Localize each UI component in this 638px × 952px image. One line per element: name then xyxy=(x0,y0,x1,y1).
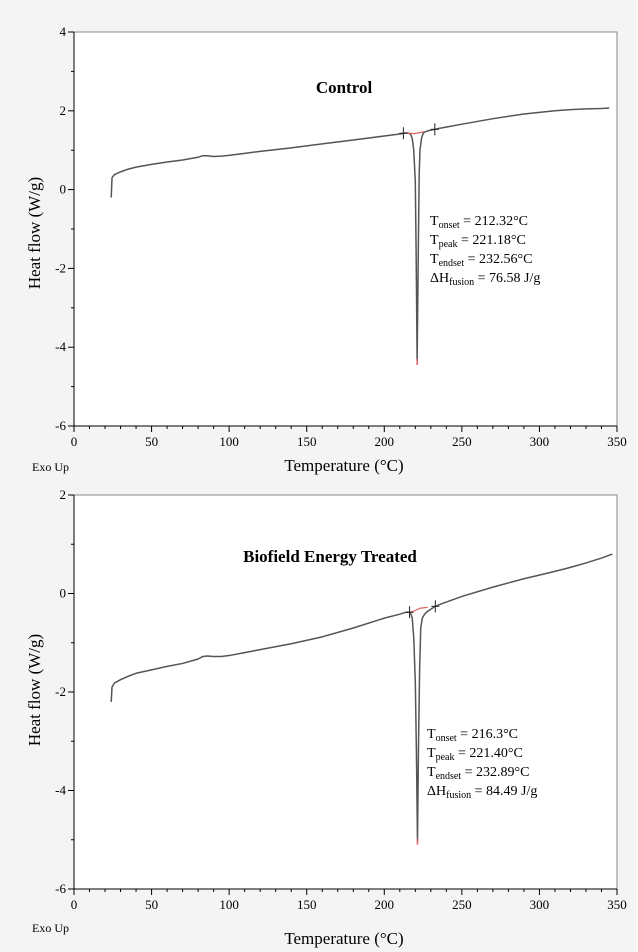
control-curve-layer xyxy=(110,107,610,365)
biofield-y-tick-label: 0 xyxy=(60,586,67,601)
control-plot-area xyxy=(73,31,618,427)
biofield-annotation-peak: Tpeak = 221.40°C xyxy=(427,746,523,763)
biofield-x-tick-label: 300 xyxy=(530,897,550,912)
biofield-x-axis-label: Temperature (°C) xyxy=(284,929,403,948)
biofield-annotations: Tonset = 216.3°C Tpeak = 221.40°C Tendset … xyxy=(427,727,537,801)
control-x-tick-label: 350 xyxy=(607,434,627,449)
biofield-x-tick-label: 350 xyxy=(607,897,627,912)
biofield-plot-area xyxy=(73,494,618,890)
control-annotation-onset: Tonset = 212.32°C xyxy=(430,214,528,231)
biofield-y-tick-label: -6 xyxy=(55,881,66,896)
control-x-tick-label: 300 xyxy=(530,434,550,449)
biofield-annotation-fusion: ΔHfusion = 84.49 J/g xyxy=(427,784,537,801)
control-x-tick-label: 150 xyxy=(297,434,317,449)
control-chart-title: Control xyxy=(316,78,373,97)
control-x-axis-label: Temperature (°C) xyxy=(284,456,403,475)
control-y-tick-label: -2 xyxy=(55,260,66,275)
biofield-y-axis-label: Heat flow (W/g) xyxy=(25,634,44,746)
control-ticks xyxy=(68,31,618,432)
biofield-exo-up-label: Exo Up xyxy=(32,921,69,935)
control-integration-baseline xyxy=(405,131,425,135)
control-annotations: Tonset = 212.32°C Tpeak = 221.18°C Tendset… xyxy=(430,214,540,288)
control-chart: 420-2-4-6 0 50 100 150 200 250 300 350 Control … xyxy=(25,24,627,475)
control-y-tick-label: 0 xyxy=(60,182,67,197)
biofield-x-tick-label: 50 xyxy=(145,897,158,912)
control-x-tick-label: 200 xyxy=(375,434,395,449)
biofield-x-tick-label: 100 xyxy=(219,897,239,912)
biofield-x-tick-label: 0 xyxy=(71,897,78,912)
control-annotation-peak: Tpeak = 221.18°C xyxy=(430,233,526,250)
control-annotation-endset: Tendset = 232.56°C xyxy=(430,252,532,269)
control-x-tick-label: 250 xyxy=(452,434,472,449)
biofield-annotation-endset: Tendset = 232.89°C xyxy=(427,765,529,782)
biofield-y-tick-label: -4 xyxy=(55,783,66,798)
biofield-x-tick-labels: 0 50 100 150 200 250 300 350 xyxy=(71,897,627,912)
control-x-tick-label: 50 xyxy=(145,434,158,449)
control-y-tick-labels: 4 2 0 -2 -4 -6 xyxy=(55,24,66,433)
control-y-tick-label: 2 xyxy=(60,103,67,118)
biofield-x-tick-label: 250 xyxy=(452,897,472,912)
control-x-tick-label: 100 xyxy=(219,434,239,449)
biofield-curve-layer xyxy=(110,553,613,845)
biofield-y-tick-label: -2 xyxy=(55,684,66,699)
biofield-x-tick-label: 150 xyxy=(297,897,317,912)
biofield-y-tick-labels: 2 0 -2 -4 -6 xyxy=(55,487,66,896)
control-x-tick-labels: 0 50 100 150 200 250 300 350 xyxy=(71,434,627,449)
biofield-x-tick-label: 200 xyxy=(375,897,395,912)
biofield-y-tick-label: 2 xyxy=(60,487,67,502)
control-x-tick-label: 0 xyxy=(71,434,78,449)
control-y-tick-label: 4 xyxy=(60,24,67,39)
control-exo-up-label: Exo Up xyxy=(32,460,69,474)
biofield-chart-title: Biofield Energy Treated xyxy=(243,547,417,566)
control-y-tick-label: -6 xyxy=(55,418,66,433)
control-y-tick-label: -4 xyxy=(55,339,66,354)
biofield-ticks xyxy=(68,494,618,895)
biofield-chart: 2 0 -2 -4 -6 0 50 100 150 200 250 300 350 Biofield … xyxy=(25,487,627,948)
biofield-annotation-onset: Tonset = 216.3°C xyxy=(427,727,518,744)
control-annotation-fusion: ΔHfusion = 76.58 J/g xyxy=(430,271,540,288)
control-y-axis-label: Heat flow (W/g) xyxy=(25,177,44,289)
